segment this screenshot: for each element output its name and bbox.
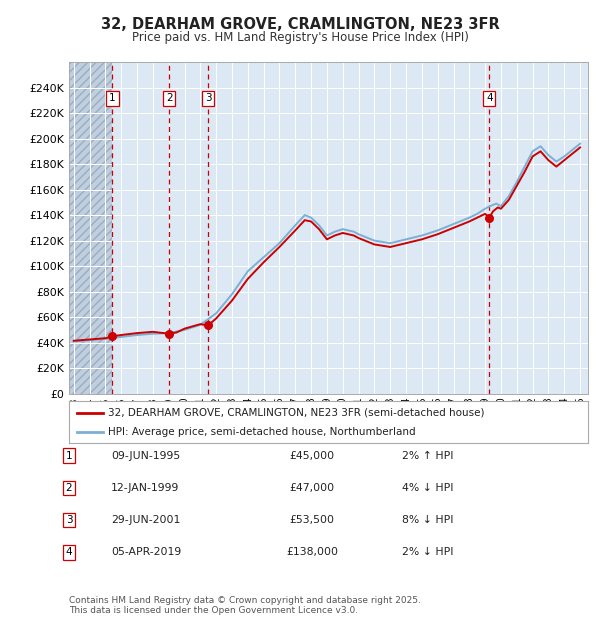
Text: 2% ↑ HPI: 2% ↑ HPI: [402, 451, 454, 461]
Text: 4% ↓ HPI: 4% ↓ HPI: [402, 483, 454, 493]
Text: £53,500: £53,500: [290, 515, 335, 525]
Text: 05-APR-2019: 05-APR-2019: [111, 547, 181, 557]
Bar: [69, 62, 112, 394]
Text: 29-JUN-2001: 29-JUN-2001: [111, 515, 181, 525]
Text: 4: 4: [486, 94, 493, 104]
Text: 09-JUN-1995: 09-JUN-1995: [111, 451, 180, 461]
Text: 32, DEARHAM GROVE, CRAMLINGTON, NE23 3FR (semi-detached house): 32, DEARHAM GROVE, CRAMLINGTON, NE23 3FR…: [108, 407, 484, 417]
Text: 3: 3: [205, 94, 211, 104]
Text: HPI: Average price, semi-detached house, Northumberland: HPI: Average price, semi-detached house,…: [108, 427, 416, 437]
Text: 2% ↓ HPI: 2% ↓ HPI: [402, 547, 454, 557]
Text: 4: 4: [65, 547, 73, 557]
Text: 3: 3: [65, 515, 73, 525]
Text: 32, DEARHAM GROVE, CRAMLINGTON, NE23 3FR: 32, DEARHAM GROVE, CRAMLINGTON, NE23 3FR: [101, 17, 499, 32]
Text: Contains HM Land Registry data © Crown copyright and database right 2025.
This d: Contains HM Land Registry data © Crown c…: [69, 596, 421, 615]
Text: 8% ↓ HPI: 8% ↓ HPI: [402, 515, 454, 525]
Text: Price paid vs. HM Land Registry's House Price Index (HPI): Price paid vs. HM Land Registry's House …: [131, 31, 469, 44]
Text: 2: 2: [166, 94, 172, 104]
Text: £138,000: £138,000: [286, 547, 338, 557]
Text: 1: 1: [109, 94, 116, 104]
Text: 1: 1: [65, 451, 73, 461]
Text: 12-JAN-1999: 12-JAN-1999: [111, 483, 179, 493]
Text: £45,000: £45,000: [289, 451, 335, 461]
Text: £47,000: £47,000: [289, 483, 335, 493]
Text: 2: 2: [65, 483, 73, 493]
